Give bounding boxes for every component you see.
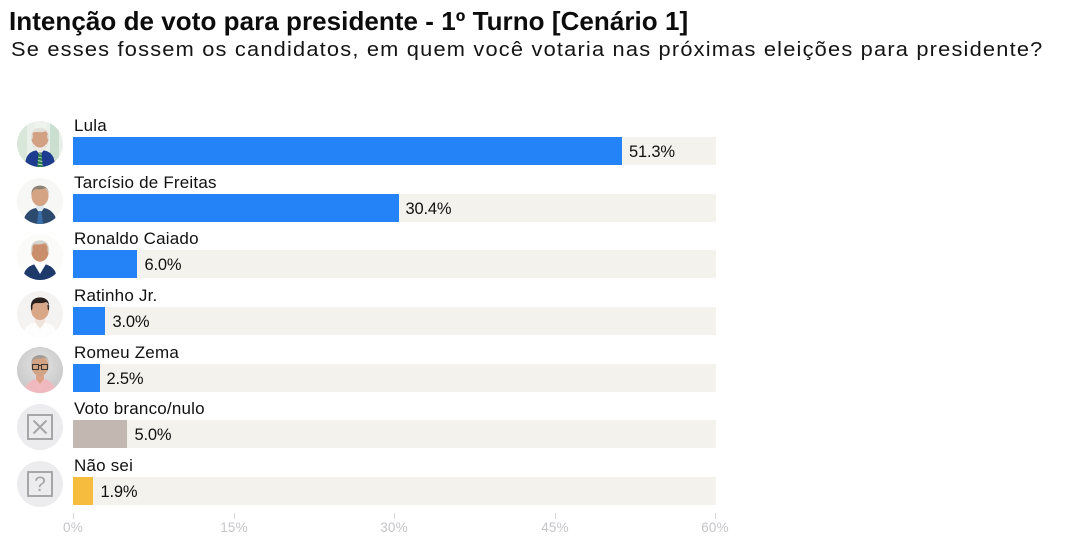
svg-text:?: ?	[34, 473, 46, 496]
